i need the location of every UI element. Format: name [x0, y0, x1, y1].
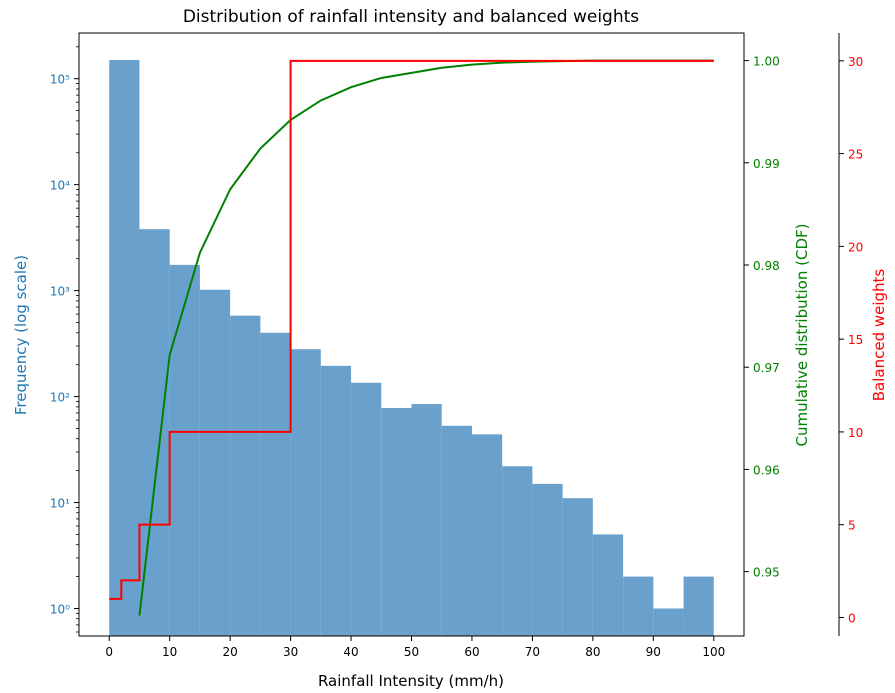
cdf-axis-title: Cumulative distribution (CDF): [793, 224, 811, 447]
x-axis-ticks: 0 10 20 30 40 50 60 70 80 90 100: [105, 636, 725, 659]
left-tick-label: 10⁵: [50, 73, 70, 87]
cdf-tick-label: 0.95: [753, 566, 780, 580]
histogram-bar: [471, 434, 503, 636]
left-tick-label: 10³: [50, 285, 70, 299]
histogram-bar: [411, 404, 442, 636]
histogram-bar: [351, 382, 382, 636]
cdf-tick-label: 1.00: [753, 55, 780, 69]
weights-tick-label: 30: [848, 55, 863, 69]
histogram-bar: [169, 264, 200, 636]
left-axis-title: Frequency (log scale): [12, 255, 30, 415]
left-axis-ticks: 10⁰ 10¹ 10² 10³ 10⁴ 10⁵: [50, 46, 79, 633]
histogram-bar: [653, 608, 684, 636]
x-tick-label: 30: [283, 645, 298, 659]
balanced-weights-line: [109, 59, 714, 600]
histogram-bar: [109, 60, 140, 636]
x-tick-label: 50: [404, 645, 419, 659]
histogram-bar: [260, 332, 291, 636]
histogram-bar: [502, 466, 533, 636]
histogram-bar: [230, 315, 261, 636]
weights-tick-label: 25: [848, 148, 863, 162]
x-tick-label: 90: [646, 645, 661, 659]
left-tick-label: 10⁰: [50, 602, 70, 616]
histogram-bar: [290, 349, 321, 636]
left-tick-label: 10⁴: [50, 179, 70, 193]
weights-tick-label: 10: [848, 426, 863, 440]
weights-tick-label: 15: [848, 333, 863, 347]
chart-title: Distribution of rainfall intensity and b…: [183, 7, 639, 27]
histogram-bar: [623, 576, 654, 636]
histogram-bar: [381, 408, 412, 636]
x-tick-label: 100: [702, 645, 725, 659]
x-tick-label: 10: [162, 645, 177, 659]
cdf-tick-label: 0.96: [753, 463, 780, 477]
x-tick-label: 60: [464, 645, 479, 659]
x-tick-label: 20: [222, 645, 237, 659]
weights-tick-label: 5: [848, 519, 856, 533]
histogram-bars: [109, 60, 714, 636]
weights-tick-label: 0: [848, 611, 856, 625]
histogram-bar: [199, 289, 231, 636]
cdf-tick-label: 0.98: [753, 259, 780, 273]
histogram-bar: [320, 365, 352, 636]
weights-axis-ticks: 0 5 10 15 20 25 30: [839, 55, 863, 625]
histogram-bar: [441, 425, 472, 636]
histogram-bar: [532, 483, 563, 636]
weights-axis-title: Balanced weights: [870, 269, 888, 402]
cdf-axis-ticks: 0.95 0.96 0.97 0.98 0.99 1.00: [744, 55, 780, 580]
histogram-bar: [592, 534, 624, 636]
x-axis-title: Rainfall Intensity (mm/h): [318, 672, 504, 690]
x-tick-label: 80: [585, 645, 600, 659]
weights-tick-label: 20: [848, 240, 863, 254]
x-tick-label: 0: [105, 645, 113, 659]
cdf-tick-label: 0.97: [753, 361, 780, 375]
left-tick-label: 10¹: [50, 497, 70, 511]
x-tick-label: 70: [525, 645, 540, 659]
histogram-bar: [562, 498, 593, 636]
x-tick-label: 40: [343, 645, 358, 659]
histogram-bar: [683, 576, 714, 636]
left-tick-label: 10²: [50, 391, 70, 405]
cdf-tick-label: 0.99: [753, 157, 780, 171]
